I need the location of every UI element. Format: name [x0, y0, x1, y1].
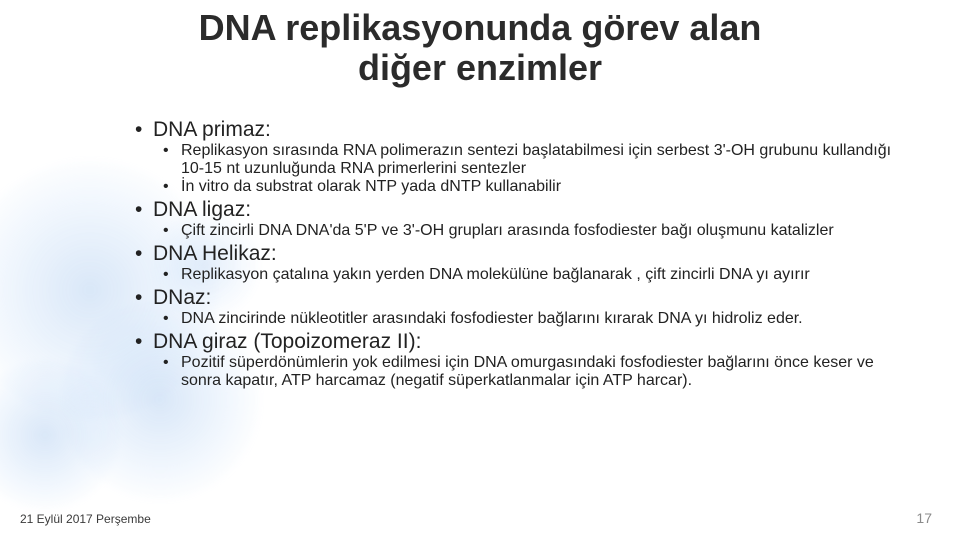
subbullet: DNA zincirinde nükleotitler arasındaki f…: [163, 310, 900, 328]
title-line-2: diğer enzimler: [358, 47, 602, 88]
footer-date: 21 Eylül 2017 Perşembe: [20, 512, 151, 526]
bullet-dnaz: DNaz:: [135, 286, 900, 310]
subbullet-text: Pozitif süperdönümlerin yok edilmesi içi…: [181, 354, 874, 389]
slide-title: DNA replikasyonunda görev alan diğer enz…: [0, 8, 960, 87]
subbullet-text: Replikasyon sırasında RNA polimerazın se…: [181, 142, 891, 177]
slide: DNA replikasyonunda görev alan diğer enz…: [0, 0, 960, 540]
bullet-label: DNA primaz:: [153, 118, 271, 141]
title-line-1: DNA replikasyonunda görev alan: [199, 7, 762, 48]
subbullet: Çift zincirli DNA DNA'da 5'P ve 3'-OH gr…: [163, 222, 900, 240]
footer-page-number: 17: [916, 510, 932, 526]
subbullet-text: Çift zincirli DNA DNA'da 5'P ve 3'-OH gr…: [181, 222, 834, 239]
subbullet: Replikasyon çatalına yakın yerden DNA mo…: [163, 266, 900, 284]
bullet-label: DNA ligaz:: [153, 198, 251, 221]
bullet-label: DNA giraz (Topoizomeraz II):: [153, 330, 421, 353]
slide-content: DNA primaz: Replikasyon sırasında RNA po…: [135, 116, 900, 390]
bullet-dna-primaz: DNA primaz:: [135, 118, 900, 142]
subbullet-text: İn vitro da substrat olarak NTP yada dNT…: [181, 178, 561, 195]
bullet-dna-giraz: DNA giraz (Topoizomeraz II):: [135, 330, 900, 354]
bullet-label: DNA Helikaz:: [153, 242, 277, 265]
subbullet: İn vitro da substrat olarak NTP yada dNT…: [163, 178, 900, 196]
bullet-dna-helikaz: DNA Helikaz:: [135, 242, 900, 266]
bg-molecule-blob: [0, 360, 120, 510]
bullet-label: DNaz:: [153, 286, 211, 309]
bullet-dna-ligaz: DNA ligaz:: [135, 198, 900, 222]
subbullet-text: DNA zincirinde nükleotitler arasındaki f…: [181, 310, 803, 327]
subbullet-text: Replikasyon çatalına yakın yerden DNA mo…: [181, 266, 810, 283]
subbullet: Replikasyon sırasında RNA polimerazın se…: [163, 142, 900, 178]
subbullet: Pozitif süperdönümlerin yok edilmesi içi…: [163, 354, 900, 390]
